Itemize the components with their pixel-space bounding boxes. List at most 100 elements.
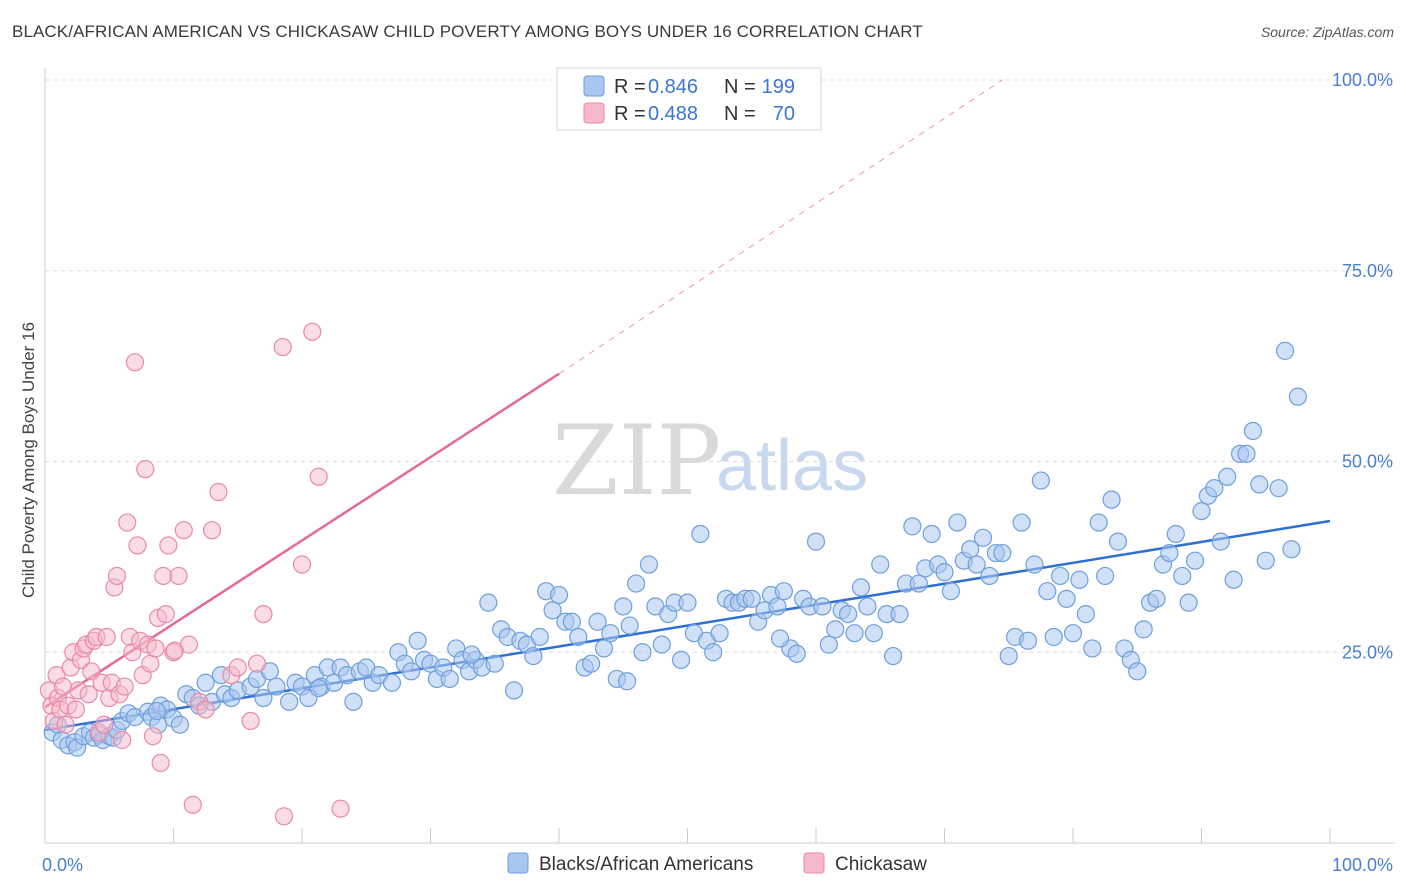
watermark-atlas: atlas	[716, 426, 868, 506]
point-blacks	[344, 692, 363, 711]
point-blacks	[1038, 582, 1057, 601]
point-blacks	[967, 555, 986, 574]
point-chickasaw	[53, 677, 73, 696]
point-chickasaw	[66, 700, 85, 719]
point-chickasaw	[159, 536, 178, 555]
series-chickasaw-points	[39, 70, 575, 826]
watermark: ZIP atlas	[552, 405, 868, 517]
point-blacks	[309, 679, 328, 698]
point-blacks	[440, 669, 459, 689]
point-blacks	[254, 688, 273, 708]
point-blacks	[588, 612, 607, 631]
point-blacks	[980, 566, 999, 586]
point-chickasaw	[136, 460, 155, 479]
point-blacks	[543, 601, 562, 620]
point-blacks	[1179, 593, 1198, 612]
point-blacks	[1134, 620, 1153, 639]
point-blacks	[1243, 421, 1263, 441]
legend-box: R = 0.846 N = 199 R = 0.488 N = 70	[556, 67, 822, 131]
point-chickasaw	[202, 521, 222, 540]
point-blacks	[774, 582, 793, 601]
point-blacks	[768, 597, 787, 616]
point-blacks	[1089, 513, 1108, 532]
point-blacks	[1256, 551, 1275, 570]
point-chickasaw	[143, 727, 163, 746]
point-blacks	[1288, 387, 1307, 406]
point-chickasaw	[97, 627, 116, 647]
point-blacks	[839, 604, 858, 624]
chart-title: BLACK/AFRICAN AMERICAN VS CHICKASAW CHIL…	[12, 22, 923, 41]
point-blacks	[562, 612, 581, 631]
point-blacks	[806, 532, 826, 551]
point-blacks	[408, 631, 427, 650]
point-blacks	[601, 624, 620, 643]
legend-r-label-2: R =	[614, 103, 646, 125]
point-blacks	[1237, 444, 1256, 463]
tick-labels: 25.0% 50.0% 75.0% 100.0% 0.0% 100.0%	[42, 70, 1393, 875]
point-blacks	[1070, 570, 1089, 589]
y-tick-label: 25.0%	[1342, 642, 1393, 662]
point-blacks	[1224, 570, 1243, 589]
point-chickasaw	[82, 662, 101, 681]
point-blacks	[594, 639, 614, 658]
series-blacks-points	[43, 341, 1307, 757]
y-tick-label: 50.0%	[1342, 452, 1393, 472]
legend-n-label-2: N =	[724, 103, 756, 125]
point-blacks	[1025, 555, 1044, 574]
point-chickasaw	[174, 521, 193, 540]
legend-r-label-1: R =	[614, 76, 646, 98]
point-blacks	[973, 528, 993, 547]
point-blacks	[1076, 604, 1095, 624]
point-blacks	[639, 555, 659, 574]
point-blacks	[485, 654, 504, 673]
bottom-legend-swatch-blacks	[507, 852, 529, 874]
point-blacks	[633, 643, 652, 662]
point-blacks	[280, 692, 299, 711]
point-blacks	[504, 681, 524, 700]
point-chickasaw	[165, 641, 184, 660]
point-chickasaw	[247, 654, 267, 673]
point-chickasaw	[79, 685, 98, 704]
point-blacks	[382, 673, 402, 692]
point-blacks	[1057, 589, 1076, 608]
point-blacks	[903, 517, 922, 536]
point-chickasaw	[241, 711, 260, 731]
point-chickasaw	[112, 730, 132, 750]
point-blacks	[883, 646, 903, 666]
x-tick-label: 0.0%	[42, 855, 83, 875]
point-blacks	[549, 585, 569, 605]
y-axis-label: Child Poverty Among Boys Under 16	[19, 322, 38, 598]
point-chickasaw	[254, 604, 273, 624]
point-blacks	[1269, 479, 1288, 498]
bottom-legend-swatch-chickasaw	[803, 852, 825, 874]
point-blacks	[710, 624, 729, 643]
point-blacks	[922, 524, 941, 544]
point-chickasaw	[156, 604, 175, 624]
point-blacks	[819, 635, 838, 654]
point-blacks	[993, 543, 1012, 563]
point-blacks	[704, 643, 723, 662]
point-blacks	[569, 627, 588, 647]
point-chickasaw	[154, 566, 173, 586]
point-blacks	[961, 540, 980, 559]
point-blacks	[170, 715, 190, 734]
point-chickasaw	[273, 337, 292, 357]
point-blacks	[626, 574, 646, 593]
point-blacks	[826, 620, 845, 639]
legend-swatch-blacks	[583, 75, 605, 97]
point-blacks	[1218, 467, 1237, 486]
point-chickasaw	[228, 658, 247, 677]
y-tick-label: 100.0%	[1332, 70, 1393, 90]
point-blacks	[1250, 475, 1269, 494]
bottom-legend: Blacks/African Americans Chickasaw	[507, 852, 927, 875]
point-blacks	[1018, 631, 1038, 650]
point-blacks	[462, 645, 481, 664]
point-blacks	[935, 563, 954, 582]
point-blacks	[871, 555, 890, 574]
point-blacks	[1185, 551, 1205, 570]
point-blacks	[941, 582, 961, 601]
point-blacks	[1012, 513, 1031, 532]
point-blacks	[479, 593, 498, 612]
point-blacks	[1192, 501, 1211, 521]
point-blacks	[845, 624, 864, 643]
